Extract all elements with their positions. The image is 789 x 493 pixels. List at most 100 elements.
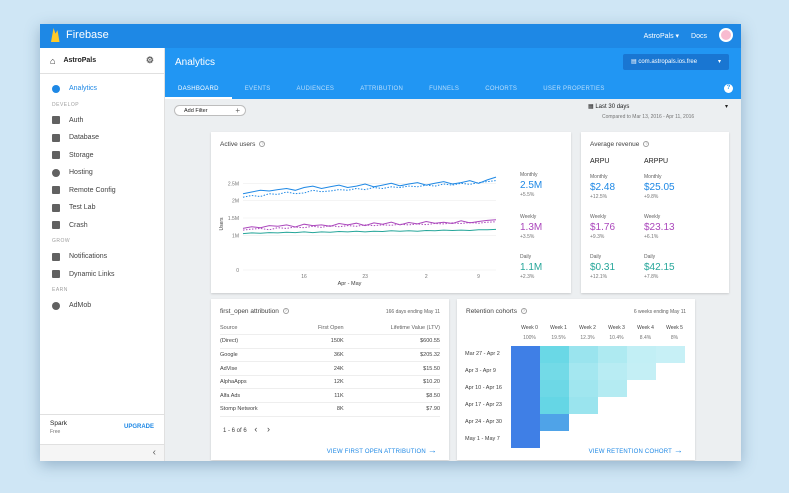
cohort-cell[interactable] — [627, 363, 656, 380]
message-icon — [52, 252, 60, 261]
avatar[interactable] — [719, 28, 733, 42]
table-row[interactable]: Google 36K $205.32 — [220, 348, 440, 363]
cohort-cell[interactable] — [569, 346, 598, 363]
sidebar: ⌂ AstroPals ⚙ Analytics DEVELOP Auth Dat… — [40, 48, 165, 461]
metric-daily-value: 1.1M — [520, 262, 543, 273]
sidebar-item-remote-config[interactable]: Remote Config — [40, 182, 164, 200]
y-axis-label: Users — [219, 217, 225, 231]
cohort-row[interactable]: Mar 27 - Apr 2 — [457, 346, 685, 363]
analytics-icon — [52, 84, 60, 93]
prev-page-icon[interactable]: ‹ — [254, 424, 258, 434]
cohort-row[interactable]: Apr 24 - Apr 30 — [457, 414, 685, 431]
cohort-cell[interactable] — [569, 380, 598, 397]
sidebar-item-notifications[interactable]: Notifications — [40, 248, 164, 266]
cohort-cell[interactable] — [540, 397, 569, 414]
tab-dashboard[interactable]: DASHBOARD — [165, 80, 232, 99]
collapse-sidebar-button[interactable]: ‹ — [40, 444, 164, 461]
help-icon[interactable]: ? — [259, 141, 266, 148]
table-row[interactable]: AdVise 24K $15.50 — [220, 361, 440, 376]
retention-cohorts-card: Retention cohorts? 6 weeks ending May 11… — [457, 299, 695, 460]
calendar-icon: ▦ — [588, 104, 596, 110]
cohort-cell[interactable] — [540, 414, 569, 431]
tab-funnels[interactable]: FUNNELS — [429, 86, 460, 92]
help-icon[interactable]: ? — [282, 308, 289, 315]
help-icon[interactable]: ? — [643, 141, 650, 148]
table-row[interactable]: AlphaApps 12K $10.20 — [220, 375, 440, 390]
project-menu[interactable]: AstroPals ▾ — [643, 33, 680, 40]
active-users-chart: 0 1M 1.5M 2M 2.5M 16 23 2 9 Apr - May Users — [219, 176, 497, 287]
sidebar-item-hosting[interactable]: Hosting — [40, 164, 164, 182]
cohort-cell[interactable] — [598, 363, 627, 380]
cohort-cell[interactable] — [540, 346, 569, 363]
tab-events[interactable]: EVENTS — [244, 86, 271, 92]
tab-attribution[interactable]: ATTRIBUTION — [360, 86, 404, 92]
cohort-cell[interactable] — [569, 397, 598, 414]
table-row[interactable]: (Direct) 150K $600.55 — [220, 334, 440, 349]
cohort-cell[interactable] — [540, 363, 569, 380]
tab-audiences[interactable]: AUDIENCES — [296, 86, 335, 92]
cohort-row[interactable]: Apr 17 - Apr 23 — [457, 397, 685, 414]
cohort-cell[interactable] — [511, 346, 540, 363]
attribution-table: Source First Open Lifetime Value (LTV) (… — [220, 321, 440, 417]
table-row[interactable]: Alfa Ads 11K $8.50 — [220, 388, 440, 404]
home-icon[interactable]: ⌂ — [50, 55, 56, 66]
cohort-row[interactable]: Apr 10 - Apr 16 — [457, 380, 685, 397]
upgrade-button[interactable]: UPGRADE — [123, 424, 154, 430]
cohort-cell[interactable] — [656, 346, 685, 363]
remote-config-icon — [52, 186, 60, 195]
sidebar-item-storage[interactable]: Storage — [40, 147, 164, 165]
plan-name: Spark — [50, 420, 67, 427]
cohort-cell[interactable] — [540, 380, 569, 397]
dropdown-icon: ▾ — [724, 104, 728, 110]
add-filter-button[interactable]: Add Filter + — [174, 105, 246, 116]
table-row[interactable]: Stomp Network 8K $7.90 — [220, 402, 440, 417]
help-icon[interactable]: ? — [520, 308, 527, 315]
plan-sub: Free — [50, 429, 61, 435]
next-page-icon[interactable]: › — [267, 424, 271, 434]
metric-weekly-value: 1.3M — [520, 222, 543, 233]
sidebar-item-analytics[interactable]: Analytics — [40, 80, 164, 98]
cohort-row[interactable]: Apr 3 - Apr 9 — [457, 363, 685, 380]
sidebar-item-auth[interactable]: Auth — [40, 112, 164, 130]
sidebar-item-admob[interactable]: AdMob — [40, 297, 164, 315]
section-develop: DEVELOP — [52, 101, 80, 108]
series-line-weekly[interactable] — [242, 219, 497, 229]
x-tick-label: 16 — [301, 274, 307, 280]
cohort-cell[interactable] — [569, 363, 598, 380]
series-line-weekly-previous[interactable] — [242, 221, 497, 231]
cohort-cell[interactable] — [627, 346, 656, 363]
view-retention-link[interactable]: VIEW RETENTION COHORT → — [588, 445, 683, 455]
settings-gear-icon[interactable]: ⚙ — [145, 55, 154, 65]
sidebar-item-dynamic-links[interactable]: Dynamic Links — [40, 266, 164, 284]
cohort-cell[interactable] — [511, 363, 540, 380]
docs-link[interactable]: Docs — [691, 32, 707, 40]
brand[interactable]: Firebase — [50, 28, 109, 42]
sidebar-item-database[interactable]: Database — [40, 129, 164, 147]
table-header: Source First Open Lifetime Value (LTV) — [220, 321, 440, 336]
tab-cohorts[interactable]: COHORTS — [485, 86, 518, 92]
series-line-daily[interactable] — [242, 228, 497, 235]
help-icon[interactable]: ? — [724, 84, 733, 93]
cohort-cell[interactable] — [511, 380, 540, 397]
cohort-cell[interactable] — [511, 397, 540, 414]
series-line-monthly[interactable] — [242, 176, 497, 195]
app-selector[interactable]: ▤ com.astropals.ios.free ▾ — [623, 54, 729, 70]
cohort-week-average: 100% — [523, 335, 536, 341]
link-icon — [52, 270, 60, 279]
arrow-right-icon: → — [673, 445, 683, 455]
section-grow: GROW — [52, 238, 71, 244]
view-attribution-link[interactable]: VIEW FIRST OPEN ATTRIBUTION → — [326, 445, 437, 455]
cohort-cell[interactable] — [598, 346, 627, 363]
cohort-cell[interactable] — [511, 431, 540, 448]
sidebar-item-crash[interactable]: Crash — [40, 217, 164, 235]
cohort-cell[interactable] — [598, 380, 627, 397]
date-range[interactable]: ▦ Last 30 days ▾ Compared to Mar 13, 2016… — [588, 104, 728, 120]
arpu-daily: Daily $0.31 +12.1% — [590, 254, 616, 280]
cohort-week-average: 19.5% — [551, 335, 566, 341]
cohort-week-header: Week 3 — [608, 325, 625, 331]
sidebar-item-test-lab[interactable]: Test Lab — [40, 199, 164, 217]
series-line-monthly-previous[interactable] — [242, 180, 497, 198]
tab-user-properties[interactable]: USER PROPERTIES — [543, 86, 605, 92]
cohort-row[interactable]: May 1 - May 7 — [457, 431, 685, 448]
cohort-cell[interactable] — [511, 414, 540, 431]
